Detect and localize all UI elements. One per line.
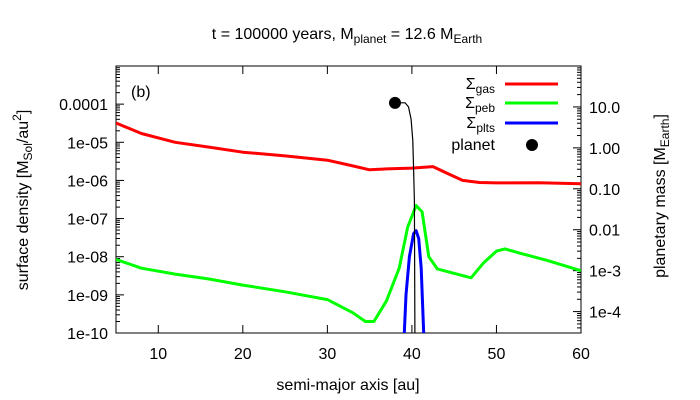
x-axis-label: semi-major axis [au] <box>276 377 419 394</box>
legend-label-plts: Σplts <box>466 115 495 135</box>
y-axis-right-label: planetary mass [MEarth] <box>652 114 672 278</box>
series-peb-line <box>116 204 581 323</box>
y-left-tick-label: 1e-08 <box>67 250 108 267</box>
y-left-tick-label: 0.0001 <box>59 97 108 114</box>
y-left-sub: Sol <box>21 143 35 160</box>
y-right-post: ] <box>652 114 669 118</box>
y-left-mid: /au <box>15 121 32 143</box>
legend-label-gas: Σgas <box>466 76 495 96</box>
legend-label-peb: Σpeb <box>465 95 495 115</box>
tick-layer: 10 20 30 40 50 60 1e-10 1e-09 1e-08 1e-07 1e-06 1e-… <box>59 66 621 363</box>
legend-swatch-planet <box>526 139 538 151</box>
planet-track-line <box>395 102 416 333</box>
y-left-post: ] <box>15 110 32 114</box>
y-left-tick-label: 1e-05 <box>67 135 108 152</box>
x-tick-label: 20 <box>234 346 252 363</box>
panel-label: (b) <box>131 84 151 101</box>
y-right-tick-label: 0.10 <box>589 182 620 199</box>
x-tick-label: 60 <box>572 346 590 363</box>
y-right-tick-label: 0.01 <box>589 223 620 240</box>
series-layer <box>116 96 581 333</box>
x-tick-label: 40 <box>403 346 421 363</box>
legend-label-planet: planet <box>451 137 495 154</box>
y-axis-left-label: surface density [MSol/au2] <box>10 110 35 291</box>
title-planet-sub: planet <box>354 32 387 46</box>
series-gas-line <box>116 121 581 186</box>
x-tick-label: 10 <box>149 346 167 363</box>
y-left-tick-label: 1e-09 <box>67 288 108 305</box>
y-left-sup: 2 <box>10 114 24 121</box>
plot-frame <box>115 65 582 334</box>
y-left-tick-label: 1e-07 <box>67 212 108 229</box>
y-right-tick-label: 1e-3 <box>589 264 621 281</box>
y-left-tick-label: 1e-06 <box>67 173 108 190</box>
y-right-tick-label: 10.0 <box>589 100 620 117</box>
title-eq: = 12.6 M <box>386 26 453 43</box>
planet-marker <box>389 96 401 109</box>
y-left-pre: surface density [M <box>15 160 32 290</box>
x-tick-label: 50 <box>488 346 506 363</box>
y-right-tick-label: 1.00 <box>589 141 620 158</box>
y-right-pre: planetary mass [M <box>652 147 669 278</box>
title-main: t = 100000 years, M <box>212 26 354 43</box>
legend: Σgas Σpeb Σplts planet <box>451 76 558 154</box>
title-earth-sub: Earth <box>454 32 483 46</box>
x-tick-label: 30 <box>318 346 336 363</box>
y-left-tick-label: 1e-10 <box>67 326 108 343</box>
y-right-sub: Earth <box>658 119 672 148</box>
y-right-tick-label: 1e-4 <box>589 305 621 322</box>
chart-title: t = 100000 years, Mplanet = 12.6 MEarth <box>212 26 482 46</box>
